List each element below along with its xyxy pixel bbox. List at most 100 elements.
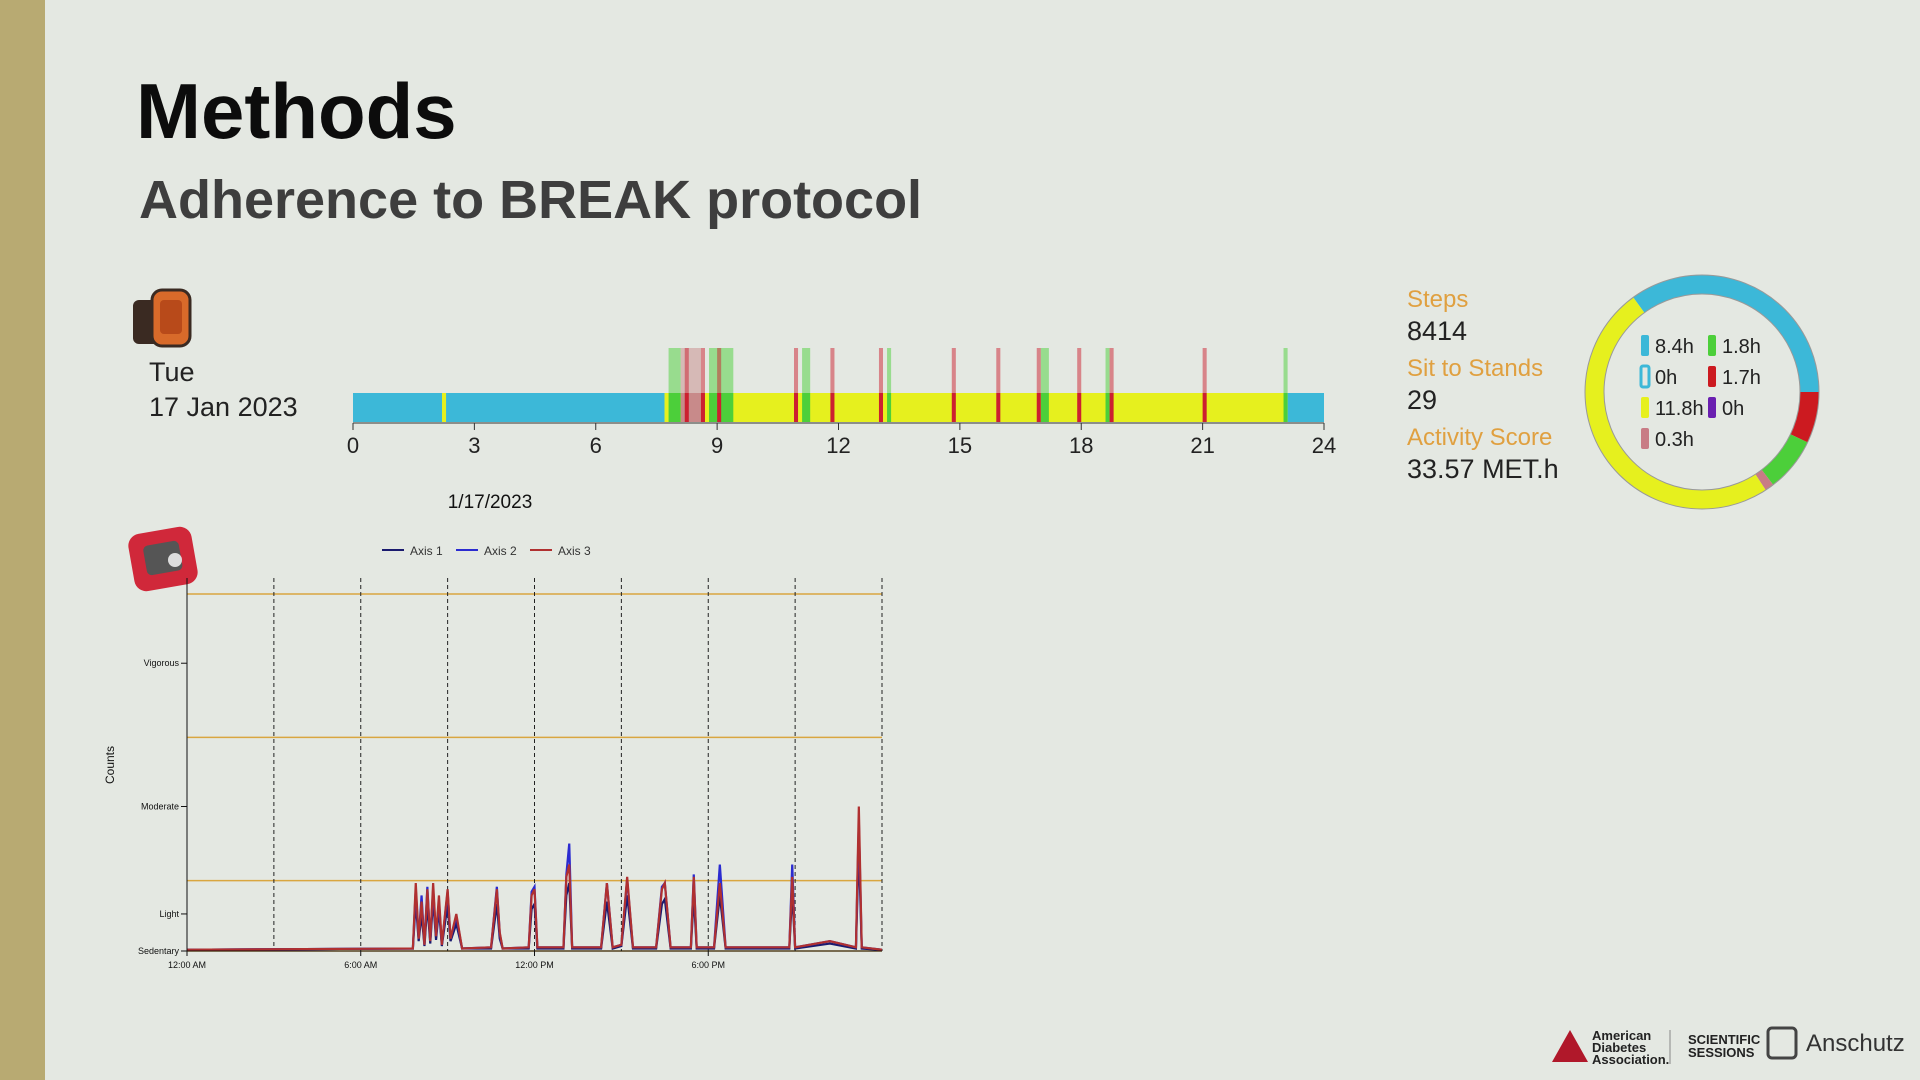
activity-segment bbox=[1202, 393, 1207, 422]
x-tick-label: 12 bbox=[826, 433, 850, 458]
stat-value: 33.57 MET.h bbox=[1407, 454, 1559, 484]
legend-label: Axis 3 bbox=[558, 544, 591, 558]
activity-segment bbox=[1109, 393, 1114, 422]
activity-spike bbox=[680, 348, 701, 393]
activity-spike bbox=[684, 348, 689, 393]
footer-org: American bbox=[1592, 1028, 1651, 1043]
date-label: 17 Jan 2023 bbox=[149, 392, 298, 422]
x-tick-label: 6:00 AM bbox=[344, 960, 377, 970]
x-tick-label: 12:00 PM bbox=[515, 960, 554, 970]
activity-segment bbox=[1283, 393, 1288, 422]
activity-segment bbox=[793, 393, 799, 422]
y-tick-label: Sedentary bbox=[138, 946, 180, 956]
y-tick-label: Light bbox=[159, 909, 179, 919]
legend-swatch bbox=[1641, 397, 1649, 418]
activity-segment bbox=[1105, 393, 1110, 422]
activity-spike bbox=[1077, 348, 1082, 393]
footer: American Diabetes Association. SCIENTIFI… bbox=[1552, 1026, 1905, 1067]
day-label: Tue bbox=[149, 357, 195, 387]
legend-label: 8.4h bbox=[1655, 336, 1694, 358]
x-tick-label: 18 bbox=[1069, 433, 1093, 458]
data-line bbox=[186, 806, 883, 951]
side-bar bbox=[0, 0, 45, 1080]
activity-spike bbox=[700, 348, 705, 393]
legend-label: 0h bbox=[1722, 398, 1744, 420]
donut-border bbox=[1584, 274, 1820, 510]
legend-swatch bbox=[1708, 397, 1716, 418]
footer-school: Anschutz bbox=[1806, 1030, 1905, 1057]
activity-spike bbox=[1105, 348, 1110, 393]
footer-event: SESSIONS bbox=[1688, 1045, 1755, 1060]
x-tick-label: 9 bbox=[711, 433, 723, 458]
activity-spike bbox=[1202, 348, 1207, 393]
activity-segment bbox=[878, 393, 884, 422]
device-icon bbox=[128, 526, 198, 592]
activity-segment bbox=[353, 393, 665, 422]
legend-label: 0.3h bbox=[1655, 429, 1694, 451]
y-tick-label: Vigorous bbox=[144, 658, 180, 668]
stat-label: Steps bbox=[1407, 286, 1468, 313]
legend-swatch bbox=[1641, 428, 1649, 449]
activity-segment bbox=[668, 393, 681, 422]
donut-slice bbox=[1761, 434, 1808, 485]
stat-label: Activity Score bbox=[1407, 424, 1552, 451]
legend-swatch bbox=[1708, 335, 1716, 356]
activity-spike bbox=[996, 348, 1001, 393]
legend-label: 11.8h bbox=[1655, 398, 1704, 420]
legend-label: 0h bbox=[1655, 367, 1677, 389]
legend-label: Axis 2 bbox=[484, 544, 517, 558]
activity-segment bbox=[1077, 393, 1082, 422]
activity-spike bbox=[793, 348, 799, 393]
activity-segment bbox=[684, 393, 689, 422]
activity-spike bbox=[951, 348, 956, 393]
activity-spike bbox=[887, 348, 892, 393]
x-tick-label: 15 bbox=[948, 433, 972, 458]
donut-border bbox=[1603, 293, 1801, 491]
cu-logo bbox=[1766, 1026, 1798, 1060]
activity-spike bbox=[1109, 348, 1114, 393]
footer-org: Diabetes bbox=[1592, 1040, 1646, 1055]
x-tick-label: 6:00 PM bbox=[691, 960, 725, 970]
stat-value: 29 bbox=[1407, 385, 1437, 415]
activity-spike bbox=[1036, 348, 1041, 393]
activity-spike bbox=[668, 348, 681, 393]
y-tick-label: Moderate bbox=[141, 801, 179, 811]
legend-label: Axis 1 bbox=[410, 544, 443, 558]
activity-spike bbox=[1040, 348, 1049, 393]
x-tick-label: 0 bbox=[347, 433, 359, 458]
activity-segment bbox=[442, 393, 447, 422]
y-axis-label: Counts bbox=[103, 746, 117, 784]
ada-logo bbox=[1552, 1030, 1588, 1062]
legend-swatch bbox=[1708, 366, 1716, 387]
activity-spike bbox=[878, 348, 884, 393]
stats: Steps 8414 Sit to Stands 29 Activity Score 33… bbox=[1407, 286, 1559, 484]
x-tick-label: 3 bbox=[468, 433, 480, 458]
donut-slice bbox=[1585, 297, 1766, 509]
legend-swatch bbox=[1639, 364, 1651, 389]
activity-segment bbox=[1040, 393, 1049, 422]
activity-segment bbox=[830, 393, 835, 422]
activity-spike bbox=[1283, 348, 1288, 393]
activity-segment bbox=[1287, 393, 1324, 422]
activity-segment bbox=[996, 393, 1001, 422]
activity-spike bbox=[717, 348, 722, 393]
activity-segment bbox=[680, 393, 701, 422]
activity-segment bbox=[1036, 393, 1041, 422]
activity-segment bbox=[802, 393, 811, 422]
footer-org: Association. bbox=[1592, 1052, 1669, 1067]
activity-spike bbox=[802, 348, 811, 393]
legend-swatch bbox=[1641, 335, 1649, 356]
x-tick-label: 6 bbox=[590, 433, 602, 458]
footer-event: SCIENTIFIC bbox=[1688, 1032, 1761, 1047]
stat-label: Sit to Stands bbox=[1407, 355, 1543, 382]
stat-value: 8414 bbox=[1407, 316, 1467, 346]
donut-slice bbox=[1633, 274, 1819, 392]
slide-title: Methods bbox=[136, 67, 457, 155]
activity-segment bbox=[951, 393, 956, 422]
legend-label: 1.7h bbox=[1722, 367, 1761, 389]
activity-spike bbox=[830, 348, 835, 393]
x-tick-label: 12:00 AM bbox=[168, 960, 206, 970]
